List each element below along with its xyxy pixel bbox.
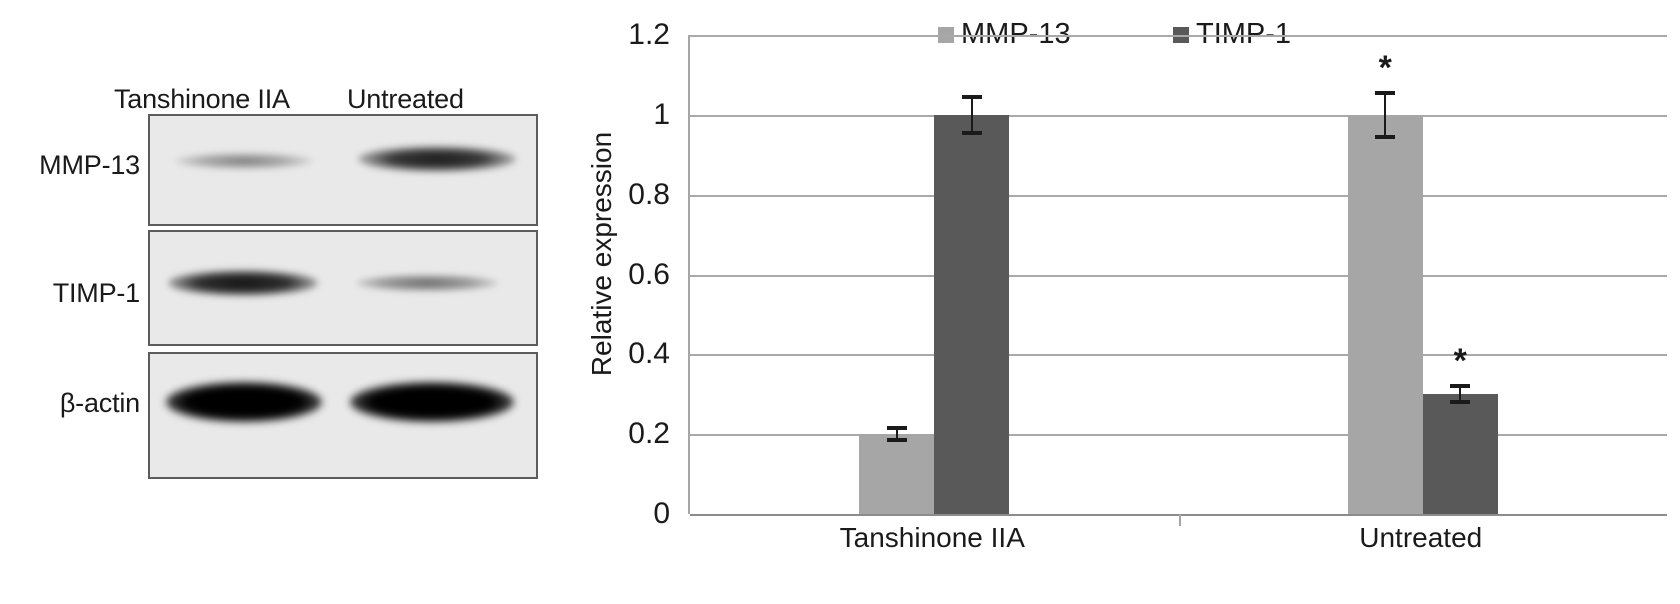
blot-lane-header-tanshinone: Tanshinone IIA: [114, 84, 290, 114]
y-tick-label: 1: [653, 97, 670, 131]
y-tick-label: 0.6: [628, 257, 670, 291]
blot-band-timp1-untreated: [356, 274, 498, 292]
error-bar: [886, 426, 907, 443]
blot-row-label-mmp13: MMP-13: [39, 150, 140, 180]
legend-label: TIMP-1: [1196, 18, 1292, 50]
x-axis-category-labels: Tanshinone IIA Untreated: [688, 522, 1665, 572]
error-bar-cap: [886, 438, 907, 443]
blot-row-label-timp1: TIMP-1: [52, 278, 141, 308]
bar-mmp-13-untreated[interactable]: [1347, 114, 1423, 514]
bar-chart-panel: Relative expression 0 0.2 0.4 0.6 0.8 1 1.2 MM…: [560, 0, 1680, 604]
y-tick-label: 0: [653, 497, 670, 530]
plot-area: * *: [688, 35, 1667, 526]
x-category-label-untreated: Untreated: [1359, 522, 1483, 553]
significance-asterisk: *: [1378, 48, 1392, 87]
legend-swatch-icon: [938, 26, 954, 43]
y-tick-label: 0.2: [628, 417, 670, 451]
western-blot-panel: Tanshinone IIA Untreated MMP-13 TIMP-1 β…: [0, 0, 560, 604]
gridline: [690, 434, 1667, 437]
blot-band-timp1-tanshinone: [168, 270, 318, 296]
bar-timp-1-untreated[interactable]: [1422, 394, 1498, 514]
y-axis-tick-labels: 0 0.2 0.4 0.6 0.8 1 1.2: [560, 0, 678, 604]
gridline: [690, 354, 1667, 357]
legend-label: MMP-13: [961, 18, 1071, 50]
error-bar: [961, 94, 982, 135]
x-category-label-tanshinone-iia: Tanshinone IIA: [839, 522, 1025, 553]
gridline: [690, 114, 1667, 117]
legend-swatch-icon: [1173, 26, 1189, 43]
error-bar-cap: [886, 426, 907, 431]
blot-band-mmp13-untreated: [358, 146, 516, 172]
chart-legend: MMP-13 TIMP-1: [688, 18, 1665, 54]
gridline: [690, 35, 1667, 37]
blot-band-beta-actin-tanshinone: [166, 382, 322, 422]
bar-timp-1-tanshinone-iia[interactable]: [934, 114, 1010, 514]
error-bar-cap: [961, 130, 982, 135]
error-bar-cap: [961, 94, 982, 99]
legend-entry-timp-1[interactable]: TIMP-1: [1173, 18, 1291, 51]
error-bar-cap: [1450, 384, 1471, 389]
blot-band-mmp13-tanshinone: [174, 152, 314, 170]
error-bar: [1375, 90, 1396, 139]
significance-asterisk: *: [1453, 342, 1467, 381]
error-bar-cap: [1375, 90, 1396, 95]
blot-box-beta-actin: [148, 352, 538, 479]
blot-lane-header-untreated: Untreated: [347, 84, 464, 114]
y-tick-label: 1.2: [628, 18, 670, 51]
error-bar-cap: [1450, 400, 1471, 405]
blot-box-mmp13: [148, 114, 538, 226]
error-bar-cap: [1375, 134, 1396, 139]
blot-box-timp1: [148, 230, 538, 346]
gridline: [690, 194, 1667, 197]
legend-entry-mmp-13[interactable]: MMP-13: [938, 18, 1071, 51]
y-tick-label: 0.8: [628, 177, 670, 211]
blot-row-label-beta-actin: β-actin: [59, 388, 140, 418]
bar-mmp-13-tanshinone-iia[interactable]: [859, 434, 935, 514]
gridline: [690, 274, 1667, 277]
y-tick-label: 0.4: [628, 337, 670, 371]
x-axis-tick: [1178, 514, 1181, 526]
blot-band-beta-actin-untreated: [350, 382, 514, 422]
error-bar: [1450, 384, 1471, 405]
